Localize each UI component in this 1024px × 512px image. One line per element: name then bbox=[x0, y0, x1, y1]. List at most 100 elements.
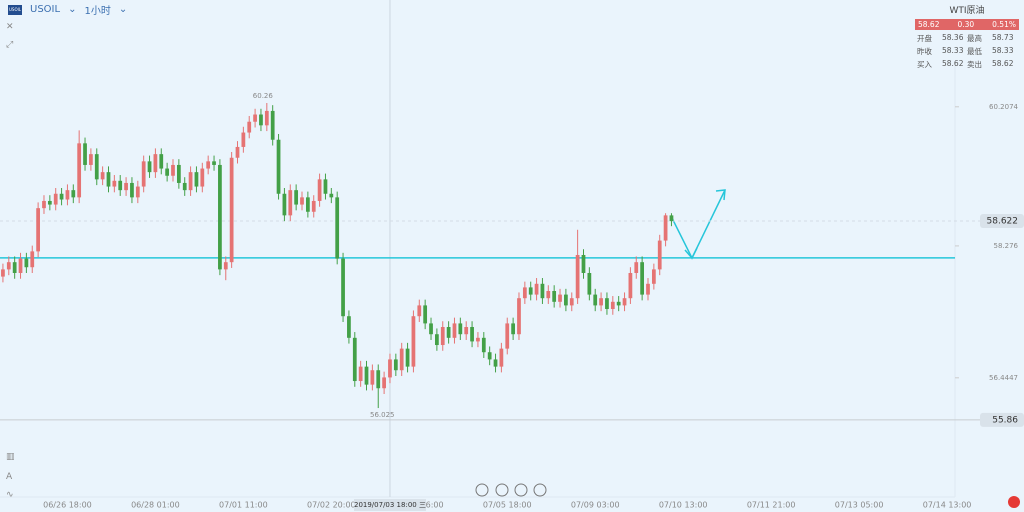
candle-body bbox=[540, 283, 545, 299]
symbol[interactable]: USOIL bbox=[30, 4, 61, 15]
quote-row: 昨收 58.33 最低 58.33 bbox=[913, 45, 1021, 58]
x-tick-label: 07/14 13:00 bbox=[923, 501, 972, 510]
value: 58.33 bbox=[992, 46, 1014, 55]
candle-body bbox=[288, 190, 293, 216]
candle-body bbox=[24, 258, 29, 268]
candle-body bbox=[65, 190, 70, 200]
label: 买入 bbox=[917, 60, 932, 69]
candle-body bbox=[487, 352, 492, 360]
candle-body bbox=[388, 359, 392, 378]
candle-body bbox=[382, 377, 386, 389]
candle-body bbox=[663, 215, 668, 241]
x-tick-label: 07/05 18:00 bbox=[483, 501, 532, 510]
prev[interactable] bbox=[495, 483, 509, 497]
candle-body bbox=[370, 370, 375, 385]
value: 58.73 bbox=[992, 33, 1014, 42]
quote-row: 开盘 58.36 最高 58.73 bbox=[913, 32, 1021, 45]
candle-body bbox=[376, 370, 381, 389]
draw-tool[interactable]: A bbox=[6, 472, 13, 482]
candle-body bbox=[329, 193, 334, 198]
quote-panel: WTI原油 58.62 0.30 0.51% 开盘 58.36 最高 58.73 昨收 58… bbox=[913, 0, 1021, 69]
candle-body bbox=[200, 168, 205, 187]
price-tag-label: 58.622 bbox=[987, 216, 1019, 226]
candle-body bbox=[300, 197, 304, 205]
change-pct: 0.51% bbox=[992, 20, 1016, 29]
candle-body bbox=[411, 316, 416, 367]
candle-body bbox=[476, 337, 480, 342]
y-tick-label: 60.2074 bbox=[989, 103, 1018, 111]
candle-body bbox=[511, 323, 515, 335]
candle-body bbox=[569, 298, 574, 306]
candle-body bbox=[6, 262, 11, 270]
min-label: 56.025 bbox=[370, 411, 395, 419]
value: 58.36 bbox=[942, 33, 964, 42]
max-label: 60.26 bbox=[253, 92, 274, 100]
x-tick-label: 07/13 05:00 bbox=[835, 501, 884, 510]
candle-body bbox=[147, 161, 152, 173]
candle-body bbox=[587, 272, 592, 295]
candle-body bbox=[194, 172, 199, 187]
candle-body bbox=[53, 193, 58, 205]
quote-price-row: 58.62 0.30 0.51% bbox=[915, 19, 1019, 30]
candle-body bbox=[335, 197, 340, 259]
zoom-controls[interactable] bbox=[475, 483, 547, 497]
candle-body bbox=[106, 172, 111, 187]
candle-body bbox=[171, 164, 175, 176]
trend-arrow bbox=[671, 189, 726, 260]
price: 58.62 bbox=[918, 20, 940, 29]
candle-body bbox=[417, 305, 422, 317]
expand-tool[interactable]: ⤢ bbox=[6, 40, 14, 50]
candle-body bbox=[323, 179, 328, 194]
candle-body bbox=[317, 179, 322, 201]
candle-body bbox=[657, 240, 662, 270]
candle-body bbox=[130, 182, 134, 198]
candle-body bbox=[212, 161, 216, 165]
label: 最高 bbox=[967, 34, 982, 43]
x-tick-label: 06/28 01:00 bbox=[131, 501, 180, 510]
candle-body bbox=[640, 262, 645, 295]
candle-body bbox=[593, 294, 598, 306]
price-tag bbox=[980, 213, 1024, 228]
arrow-head bbox=[684, 247, 698, 260]
quote-name: WTI原油 bbox=[949, 6, 985, 16]
candle-body bbox=[628, 272, 633, 299]
candle-body bbox=[71, 190, 76, 198]
candle-body bbox=[634, 262, 639, 273]
candle-body bbox=[182, 182, 187, 191]
candle-body bbox=[206, 161, 211, 169]
candle-body bbox=[42, 200, 46, 209]
candle-body bbox=[223, 262, 228, 270]
next[interactable] bbox=[514, 483, 528, 497]
candle-body bbox=[651, 269, 656, 284]
candle-body bbox=[118, 180, 123, 191]
candle-body bbox=[517, 298, 521, 335]
candle-body bbox=[440, 327, 445, 346]
candle-body bbox=[399, 348, 404, 371]
indicator-tool[interactable]: ▥ bbox=[6, 452, 15, 462]
label: 卖出 bbox=[967, 60, 982, 69]
candle-body bbox=[546, 290, 551, 299]
interval[interactable]: 1小时 bbox=[84, 6, 111, 17]
zoom-out[interactable] bbox=[475, 483, 489, 497]
zoom-in[interactable] bbox=[533, 483, 547, 497]
candle-body bbox=[341, 258, 345, 317]
header: USOIL USOIL ⌄ 1小时 ⌄ bbox=[8, 2, 127, 17]
candle-body bbox=[176, 164, 181, 183]
x-tick-label: 07/01 11:00 bbox=[219, 501, 268, 510]
symbol-logo: USOIL bbox=[8, 4, 22, 15]
value: 58.33 bbox=[942, 46, 964, 55]
y-tick-label: 56.4447 bbox=[989, 374, 1018, 382]
candle-body bbox=[218, 164, 222, 270]
candle-body bbox=[94, 154, 99, 180]
wave-tool[interactable]: ∿ bbox=[6, 490, 14, 500]
candle-body bbox=[188, 172, 193, 191]
candle-body bbox=[599, 298, 603, 306]
close-tool[interactable]: ✕ bbox=[6, 22, 14, 32]
candle-body bbox=[153, 154, 158, 173]
label: 最低 bbox=[967, 47, 982, 56]
dropdown[interactable]: ⌄ bbox=[118, 4, 128, 15]
dropdown[interactable]: ⌄ bbox=[68, 4, 77, 15]
candle-body bbox=[259, 114, 263, 126]
candle-body bbox=[464, 327, 469, 335]
